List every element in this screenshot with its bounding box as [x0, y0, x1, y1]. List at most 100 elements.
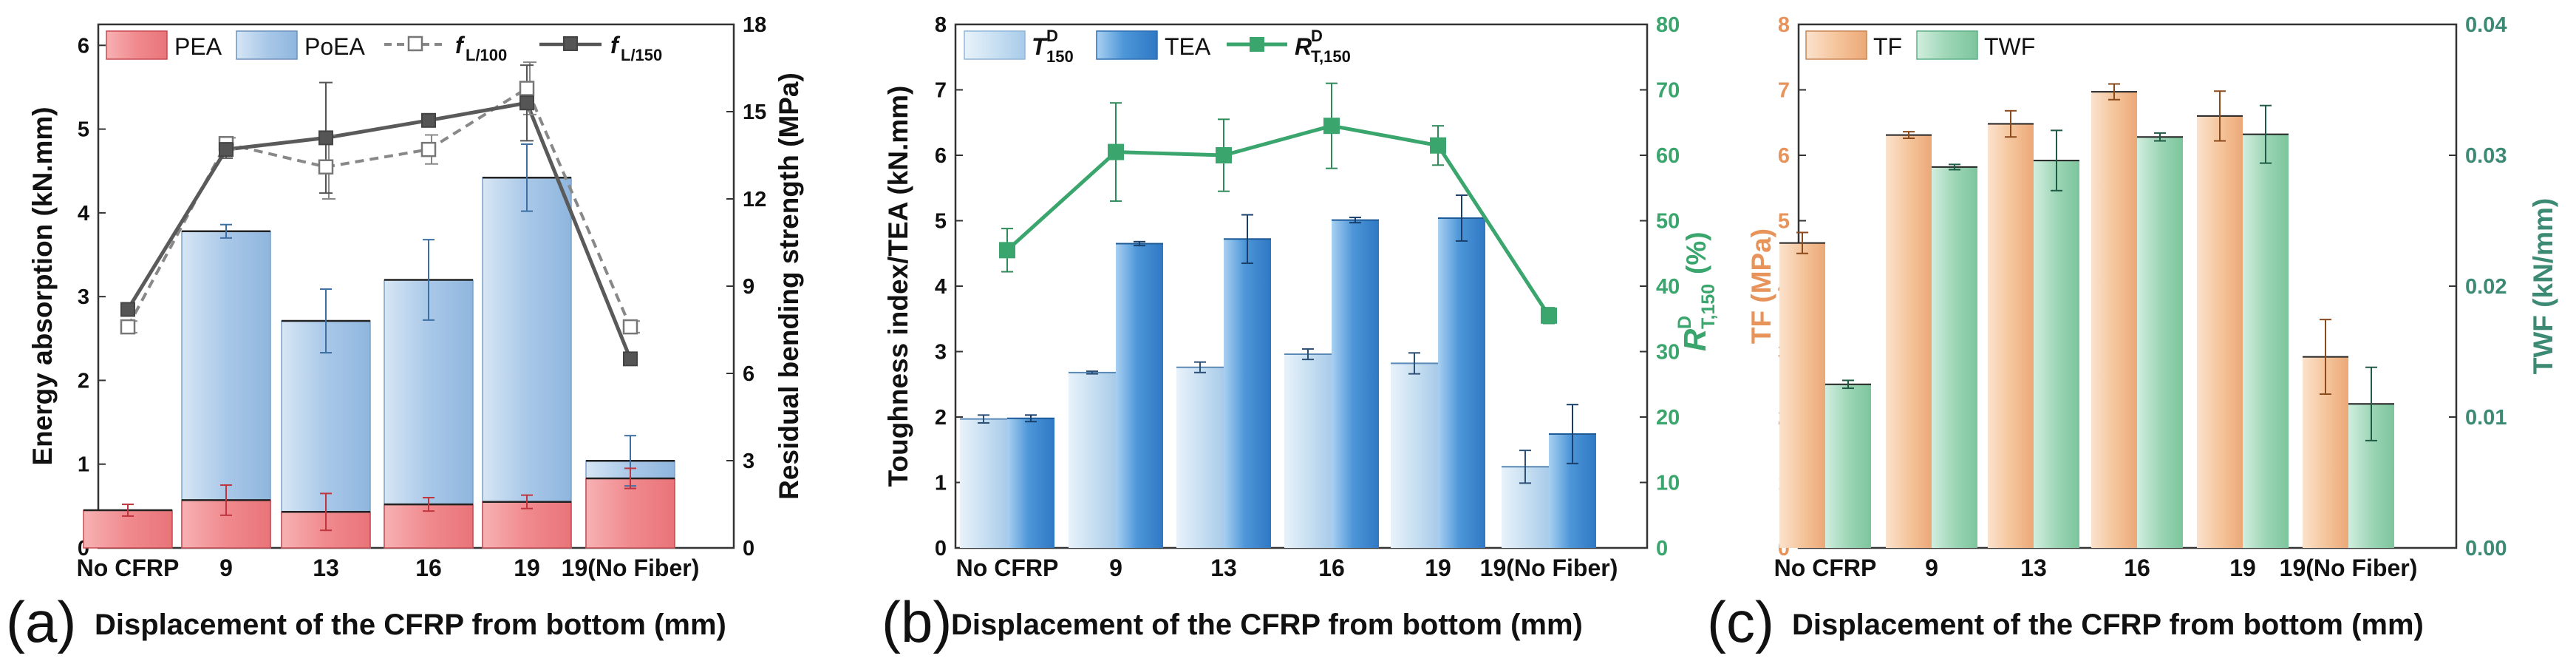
bar-tea	[1332, 220, 1379, 548]
x-axis-label: Displacement of the CFRP from bottom (mm…	[1792, 609, 2424, 641]
y-axis-right-label: TWF (kN/mm)	[2528, 198, 2558, 374]
y-tick-label: 5	[78, 118, 89, 142]
point-r-d-t150	[1323, 118, 1340, 135]
legend-tf-swatch	[1805, 30, 1867, 60]
x-tick-label: 19	[2229, 555, 2256, 581]
y-tick-label: 6	[78, 34, 89, 58]
legend-tea-swatch	[1096, 30, 1158, 60]
y-right-tick-label: 0.00	[2465, 537, 2507, 560]
y-axis-right-main: R	[1677, 328, 1712, 351]
y-right-tick-label: 10	[1656, 472, 1680, 495]
legend-t-swatch	[964, 30, 1026, 60]
y-right-tick-label: 18	[743, 13, 766, 37]
point-r-d-t150	[1541, 307, 1557, 324]
y-right-tick-label: 60	[1656, 144, 1680, 168]
bar-tf	[2197, 115, 2243, 548]
line-f-l150	[126, 101, 633, 360]
y-right-tick-label: 50	[1656, 210, 1680, 234]
point-f-l100	[120, 319, 136, 335]
point-r-d-t150	[1216, 147, 1232, 163]
point-f-l150	[318, 130, 333, 146]
bar-tf	[1886, 135, 1932, 548]
point-r-d-t150	[999, 242, 1015, 259]
y-tick-label: 3	[935, 341, 947, 365]
bar-pea	[585, 478, 675, 549]
y-axis-right-label: R D T,150 (%)	[1674, 231, 1719, 351]
y-right-tick-label: 15	[743, 101, 766, 124]
y-right-tick-label: 6	[743, 362, 754, 386]
y-tick-label: 0	[935, 537, 947, 560]
x-tick-label: 19(No Fiber)	[2280, 555, 2418, 581]
line-r-d-t150	[1006, 123, 1551, 317]
bar-twf	[2034, 160, 2079, 548]
x-tick-label: 13	[313, 555, 339, 581]
y-axis-right-sub: T,150	[1698, 284, 1719, 329]
line-f-l100	[126, 86, 632, 328]
y-right-tick-label: 0.02	[2465, 275, 2507, 299]
y-right-tick-label: 0.04	[2465, 13, 2507, 37]
point-f-l100	[519, 81, 535, 96]
bar-pea	[482, 501, 572, 549]
y-tick-label: 2	[935, 406, 947, 430]
y-right-tick-label: 0.01	[2465, 406, 2507, 430]
x-tick-label: 9	[1925, 555, 1938, 581]
y-right-tick-label: 20	[1656, 406, 1680, 430]
legend-t-label: T	[1032, 33, 1048, 60]
chart-b: 0 1 2 3 4 5 6 7 8 0 10 20 30 40 50 60 70 80 No CFRP 9 13 16…	[882, 13, 1719, 654]
legend-t-sup: D	[1046, 27, 1058, 45]
y-right-tick-label: 30	[1656, 341, 1680, 365]
point-f-l150	[623, 351, 638, 367]
x-tick-label: 16	[1318, 555, 1345, 581]
legend-tea-label: TEA	[1165, 33, 1211, 60]
y-right-tick-label: 0	[743, 537, 754, 560]
x-tick-label: 16	[2124, 555, 2150, 581]
y-tick-label: 6	[1778, 144, 1790, 168]
y-axis-right-label: Residual bending strength (MPa)	[774, 72, 804, 500]
legend-tf-label: TF	[1873, 33, 1902, 60]
point-r-d-t150	[1108, 143, 1124, 160]
y-tick-label: 1	[935, 472, 947, 495]
y-tick-label: 2	[78, 369, 89, 393]
bar-twf	[1825, 384, 1871, 548]
x-tick-label: 16	[415, 555, 442, 581]
y-tick-label: 4	[935, 275, 947, 299]
legend-f150-marker	[563, 36, 578, 51]
point-f-l150	[519, 95, 534, 111]
y-tick-label: 5	[1778, 210, 1790, 234]
y-tick-label: 3	[78, 285, 89, 309]
y-axis-label: Toughness index/TEA (kN.mm)	[883, 86, 913, 487]
panel-label-b: (b)	[882, 589, 952, 654]
bar-tea	[1116, 243, 1163, 548]
bar-tea	[1224, 239, 1271, 548]
y-axis-right-sup: D	[1674, 316, 1695, 329]
point-f-l150	[120, 302, 135, 317]
legend-pea-swatch	[106, 30, 168, 60]
y-tick-label: 8	[935, 13, 947, 37]
y-right-tick-label: 3	[743, 450, 754, 473]
legend-f150-label: f	[610, 32, 621, 58]
x-tick-label: No CFRP	[77, 555, 180, 581]
point-f-l150	[421, 112, 436, 128]
bar-toughness-index	[1391, 363, 1438, 548]
point-f-l150	[219, 142, 234, 157]
x-tick-label: 13	[1210, 555, 1237, 581]
bar-twf	[2137, 137, 2183, 549]
legend-poea-swatch	[236, 30, 298, 60]
bar-toughness-index	[1069, 372, 1116, 548]
x-tick-label: 19(No Fiber)	[562, 555, 700, 581]
y-tick-label: 1	[78, 453, 89, 477]
x-tick-label: 9	[219, 555, 233, 581]
legend-r-marker	[1250, 37, 1264, 52]
legend-f100-label: f	[455, 32, 466, 58]
x-tick-label: No CFRP	[956, 555, 1059, 581]
y-right-tick-label: 40	[1656, 275, 1680, 299]
point-f-l100	[318, 159, 334, 175]
y-axis-label: TF (MPa)	[1746, 228, 1776, 344]
y-tick-label: 7	[935, 79, 947, 103]
legend-pea-label: PEA	[174, 33, 222, 60]
legend-f150-sub: L/150	[621, 46, 662, 64]
y-right-tick-label: 80	[1656, 13, 1680, 37]
y-tick-label: 8	[1778, 13, 1790, 37]
y-axis-right-unit: (%)	[1681, 231, 1711, 274]
